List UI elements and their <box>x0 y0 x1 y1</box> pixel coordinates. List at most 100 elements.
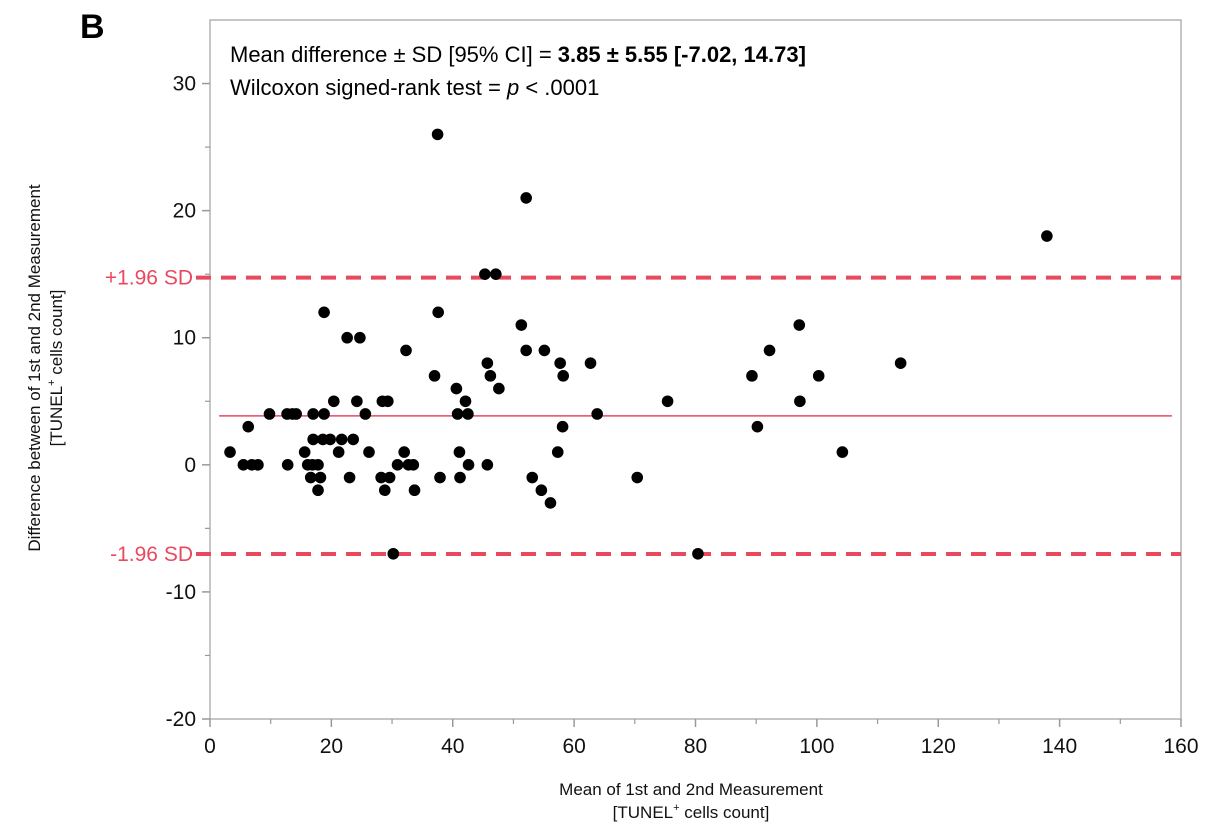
y-tick-label: 20 <box>173 200 196 223</box>
data-point <box>794 395 806 408</box>
data-point <box>398 446 411 458</box>
data-point <box>462 408 474 420</box>
data-point <box>332 446 345 458</box>
y-axis-title-pre: [TUNEL <box>47 386 66 446</box>
x-tick-label: 20 <box>320 735 343 758</box>
data-point <box>431 128 444 141</box>
data-point <box>343 471 356 484</box>
x-axis-title-pre: [TUNEL <box>613 803 673 822</box>
upper-limit-label: +1.96 SD <box>105 267 193 290</box>
y-tick-label: 30 <box>173 73 196 96</box>
data-point <box>400 344 412 357</box>
x-axis-title-line-1: Mean of 1st and 2nd Measurement <box>559 780 823 799</box>
x-tick-label: 60 <box>562 735 585 758</box>
data-point <box>432 306 444 319</box>
data-point <box>290 408 302 420</box>
data-point <box>359 408 372 420</box>
data-point <box>312 484 324 497</box>
data-point <box>242 420 255 433</box>
data-point <box>591 408 603 420</box>
annotation-test-label: Wilcoxon signed-rank test = <box>230 75 507 100</box>
data-point <box>894 357 907 369</box>
annotation-p-value: < .0001 <box>519 75 599 100</box>
data-point <box>1041 230 1053 242</box>
data-point <box>836 446 849 458</box>
data-point <box>538 344 551 357</box>
data-point <box>481 459 494 471</box>
annotation-line-2: Wilcoxon signed-rank test = p < .0001 <box>230 75 599 100</box>
data-point <box>375 471 387 484</box>
x-tick-label: 40 <box>441 735 464 758</box>
data-point <box>515 319 528 331</box>
x-tick-label: 160 <box>1163 735 1198 758</box>
data-point <box>793 319 806 331</box>
data-point <box>382 395 394 408</box>
data-point <box>763 344 776 357</box>
x-axis-title-line-2: [TUNEL+ cells count] <box>613 802 770 822</box>
data-point <box>812 370 825 382</box>
x-tick-label: 0 <box>204 735 216 758</box>
annotation-stats-values: 3.85 ± 5.55 [-7.02, 14.73] <box>558 42 806 67</box>
data-point <box>363 446 375 458</box>
data-point <box>263 408 276 420</box>
data-point <box>324 433 336 446</box>
data-point <box>520 192 532 204</box>
annotation-line-1: Mean difference ± SD [95% CI] = 3.85 ± 5… <box>230 42 806 67</box>
data-point <box>428 370 441 382</box>
data-point <box>453 446 466 458</box>
data-point <box>451 408 464 420</box>
y-axis-title-sup: + <box>46 379 58 385</box>
lower-limit-label: -1.96 SD <box>110 543 193 566</box>
data-point <box>450 382 463 395</box>
data-point <box>484 370 497 382</box>
data-point <box>631 471 644 484</box>
data-point <box>335 433 348 446</box>
data-point <box>554 357 566 369</box>
data-point <box>347 433 360 446</box>
data-point <box>351 395 363 408</box>
data-point <box>298 446 311 458</box>
data-point <box>544 497 557 509</box>
data-point <box>746 370 758 382</box>
data-point <box>307 408 319 420</box>
x-axis: 0 20 40 60 80 100 120 140 160 <box>204 719 1199 758</box>
data-point <box>328 395 340 408</box>
data-point <box>318 306 330 319</box>
data-point <box>407 459 420 471</box>
y-axis-title-line-2: [TUNEL+ cells count] <box>46 290 66 447</box>
y-tick-label: 0 <box>184 454 196 477</box>
annotation-p-symbol: p <box>506 75 519 100</box>
data-point <box>661 395 674 408</box>
x-axis-title-post: cells count] <box>680 803 770 822</box>
y-tick-label: -10 <box>166 581 196 604</box>
y-tick-label: 10 <box>173 327 196 350</box>
data-point <box>493 382 505 395</box>
panel-label: B <box>80 8 105 46</box>
data-point <box>307 433 319 446</box>
annotation-stats-label: Mean difference ± SD [95% CI] = <box>230 42 558 67</box>
data-point <box>378 484 391 497</box>
data-point <box>490 268 502 280</box>
data-point <box>557 370 570 382</box>
data-point <box>479 268 491 280</box>
data-point <box>520 344 532 357</box>
data-point <box>281 459 294 471</box>
x-tick-label: 80 <box>684 735 707 758</box>
data-point <box>434 471 446 484</box>
y-axis: -20 -10 0 10 20 30 <box>166 73 210 731</box>
x-axis-title-sup: + <box>673 802 679 814</box>
data-point <box>526 471 539 484</box>
data-point <box>224 446 236 458</box>
plot-frame <box>209 19 1182 720</box>
data-point <box>408 484 421 497</box>
y-axis-title-line-1: Difference between of 1st and 2nd Measur… <box>25 184 44 552</box>
data-point <box>314 471 327 484</box>
data-point <box>354 331 366 344</box>
data-point <box>318 408 330 420</box>
data-point <box>481 357 494 369</box>
data-point <box>454 471 466 484</box>
x-tick-label: 140 <box>1042 735 1077 758</box>
data-point <box>556 420 569 433</box>
data-point <box>751 420 764 433</box>
